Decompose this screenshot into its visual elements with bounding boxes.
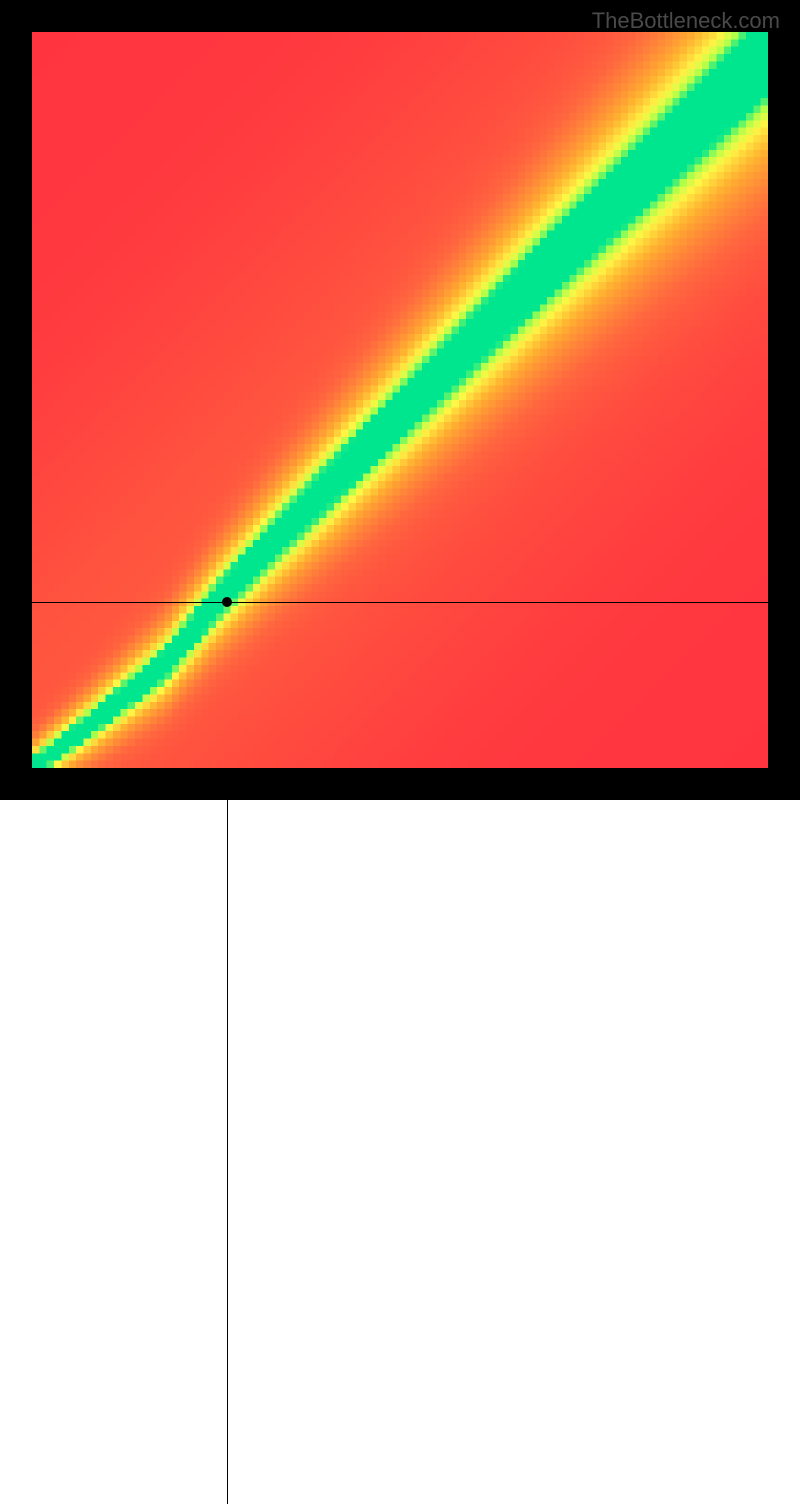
heatmap-plot-area — [32, 32, 768, 768]
crosshair-horizontal — [32, 602, 768, 603]
attribution-text: TheBottleneck.com — [592, 8, 780, 34]
heatmap-canvas — [32, 32, 768, 768]
crosshair-marker — [222, 597, 232, 607]
chart-container: TheBottleneck.com — [0, 0, 800, 800]
crosshair-vertical — [227, 768, 228, 1504]
